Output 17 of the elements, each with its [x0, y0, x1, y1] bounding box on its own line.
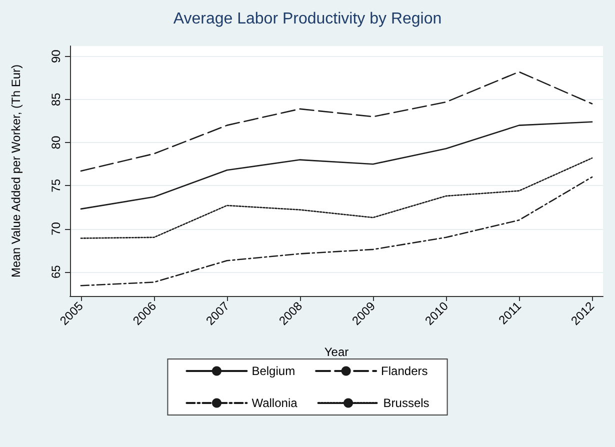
- chart-title: Average Labor Productivity by Region: [173, 10, 442, 28]
- y-tick-label: 75: [49, 178, 63, 192]
- line-series: [80, 121, 593, 210]
- y-tick-label: 70: [49, 222, 63, 236]
- legend-label: Wallonia: [252, 396, 298, 410]
- line-series: [80, 157, 593, 239]
- line-series: [80, 71, 593, 172]
- y-tick-label: 85: [49, 92, 63, 106]
- line-series: [80, 176, 593, 286]
- y-tick-label: 80: [49, 136, 63, 150]
- legend-label: Flanders: [381, 364, 428, 378]
- x-axis-title: Year: [324, 345, 349, 359]
- y-axis-title: Mean Value Added per Worker, (Th Eur): [9, 64, 23, 278]
- y-tick-label: 65: [49, 264, 63, 279]
- y-tick-label: 90: [49, 49, 63, 64]
- legend-label: Brussels: [383, 396, 430, 410]
- legend-label: Belgium: [252, 364, 296, 378]
